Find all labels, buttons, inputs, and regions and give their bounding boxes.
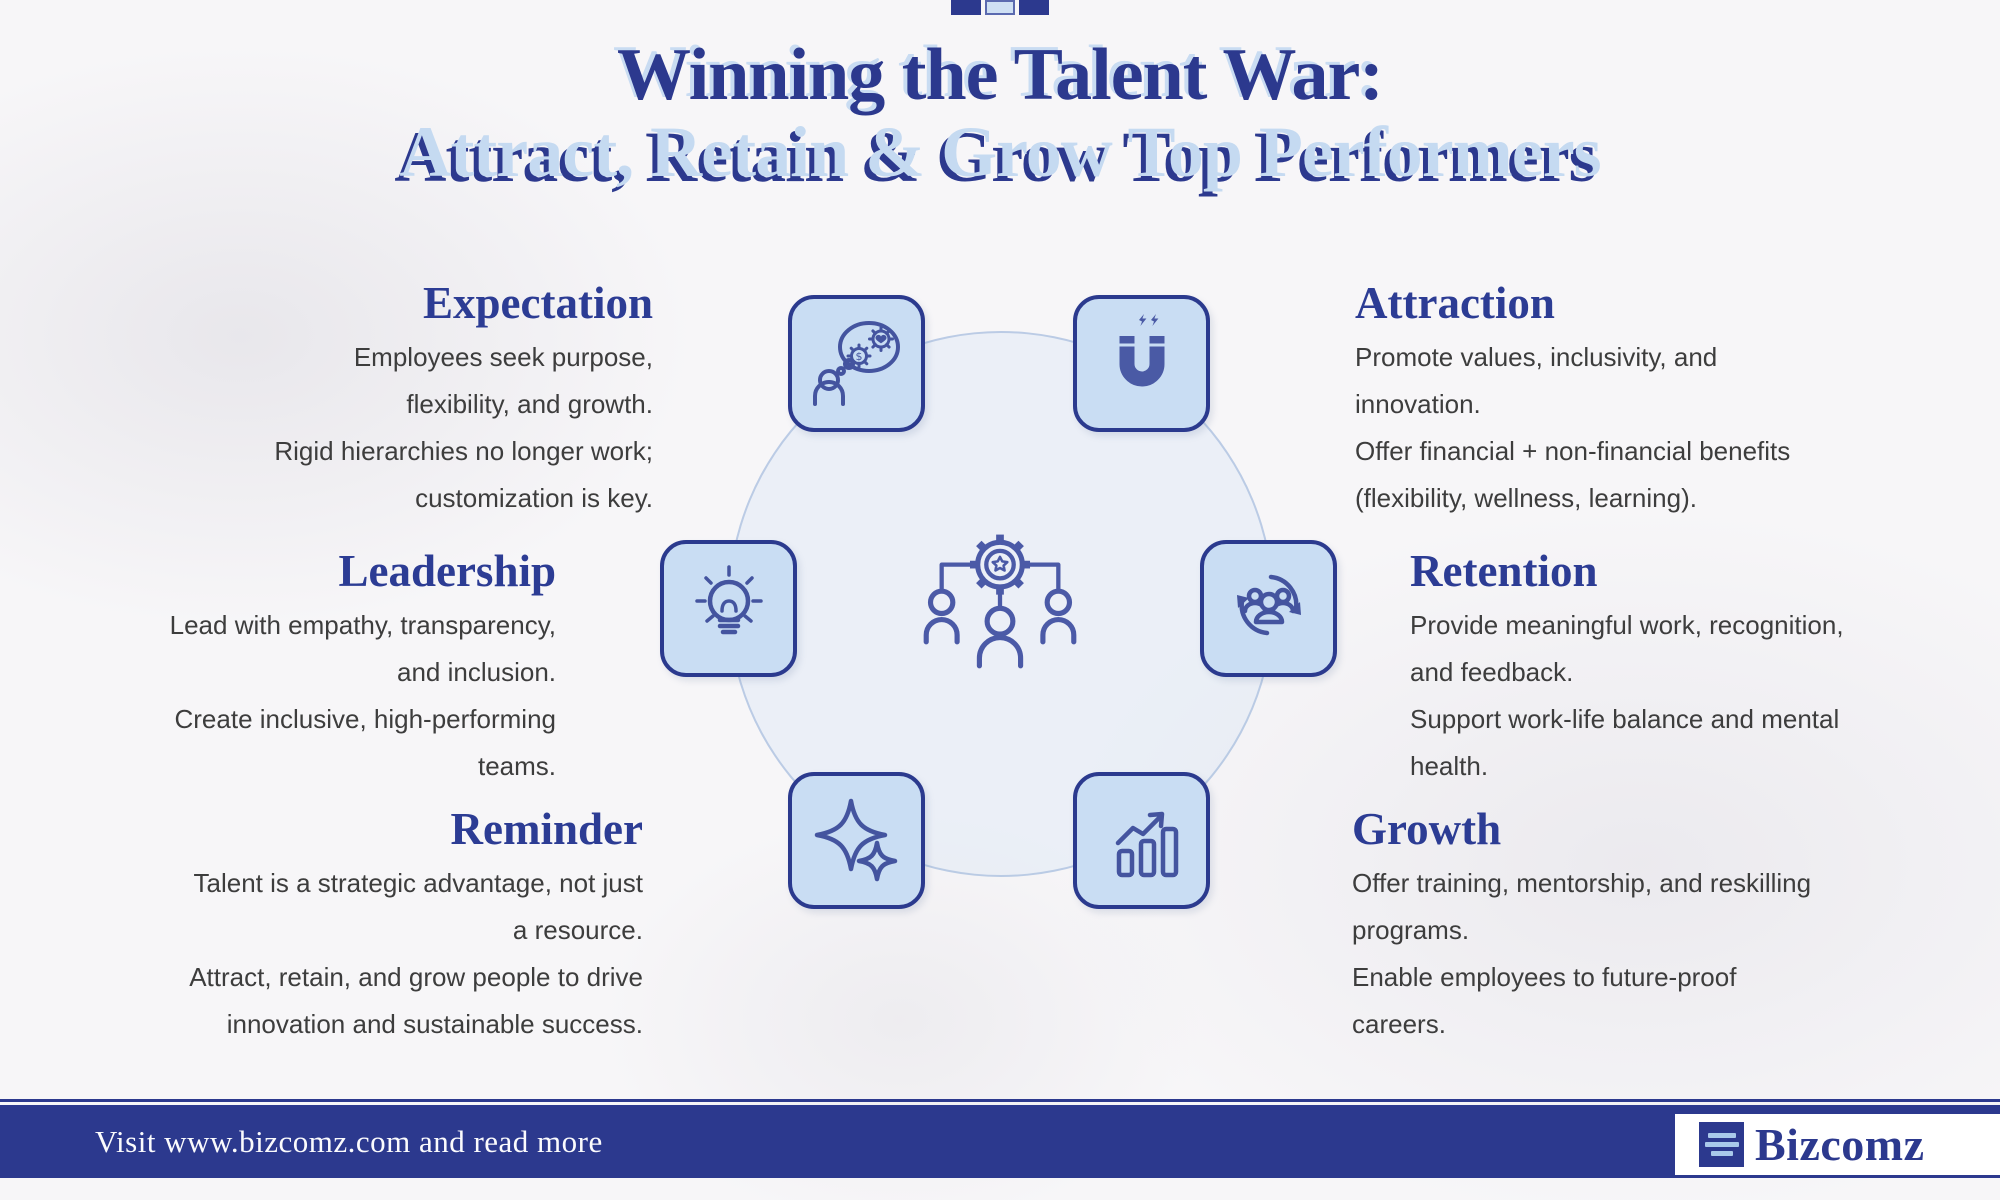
- attraction-body: Promote values, inclusivity, and innovati…: [1355, 342, 1791, 514]
- section-retention: Retention Provide meaningful work, recog…: [1410, 546, 1950, 790]
- section-leadership: Leadership Lead with empathy, transparen…: [16, 546, 556, 790]
- brand-name: Bizcomz: [1755, 1118, 1925, 1170]
- section-growth: Growth Offer training, mentorship, and r…: [1352, 804, 1912, 1048]
- magnet-icon: [1117, 313, 1166, 386]
- top-ornament-icon: [951, 0, 1049, 15]
- retention-heading: Retention: [1410, 546, 1598, 596]
- logo-bar: [1704, 1142, 1739, 1147]
- section-attraction: Attraction Promote values, inclusivity, …: [1355, 278, 1915, 522]
- expectation-heading: Expectation: [423, 278, 653, 328]
- page-title: Winning the Talent War:: [617, 34, 1384, 116]
- growth-heading: Growth: [1352, 804, 1502, 854]
- expectation-tile: $: [788, 295, 925, 432]
- growth-body: Offer training, mentorship, and reskilli…: [1352, 868, 1812, 1040]
- footer-top-rule: [0, 1099, 2000, 1102]
- bizcomz-logo-icon: [1699, 1122, 1744, 1167]
- footer-visit-text: Visit www.bizcomz.com and read more: [95, 1124, 603, 1159]
- logo-bar: [1707, 1133, 1736, 1138]
- section-reminder: Reminder Talent is a strategic advantage…: [63, 804, 643, 1048]
- attraction-tile: [1073, 295, 1210, 432]
- growth-tile: [1073, 772, 1210, 909]
- reminder-tile: [788, 772, 925, 909]
- reminder-heading: Reminder: [450, 804, 643, 854]
- leadership-body: Lead with empathy, transparency, and incl…: [169, 610, 556, 782]
- page-subtitle: Attract, Retain & Grow Top Performers: [399, 112, 1601, 192]
- team-gear-icon: [923, 534, 1077, 669]
- sparkles-icon: [814, 798, 897, 881]
- attraction-heading: Attraction: [1355, 278, 1555, 328]
- svg-text:$: $: [855, 350, 862, 363]
- leadership-tile: [660, 540, 797, 677]
- growth-chart-icon: [1115, 811, 1178, 877]
- leadership-heading: Leadership: [338, 546, 556, 596]
- ornament-square-light: [985, 0, 1015, 15]
- people-cycle-icon: [1236, 574, 1301, 635]
- ornament-square: [951, 0, 981, 15]
- ornament-square: [1019, 0, 1049, 15]
- section-expectation: Expectation Employees seek purpose, flexi…: [113, 278, 653, 522]
- lightbulb-icon: [694, 564, 763, 634]
- mindset-gears-icon: $: [812, 320, 900, 406]
- footer-bar: Visit www.bizcomz.com and read more: [0, 1105, 2000, 1178]
- logo-bar: [1710, 1151, 1733, 1156]
- retention-tile: [1200, 540, 1337, 677]
- brand-box: Bizcomz: [1672, 1111, 2000, 1178]
- reminder-body: Talent is a strategic advantage, not jus…: [189, 868, 643, 1040]
- expectation-body: Employees seek purpose, flexibility, and …: [274, 342, 653, 514]
- retention-body: Provide meaningful work, recognition, and…: [1410, 610, 1844, 782]
